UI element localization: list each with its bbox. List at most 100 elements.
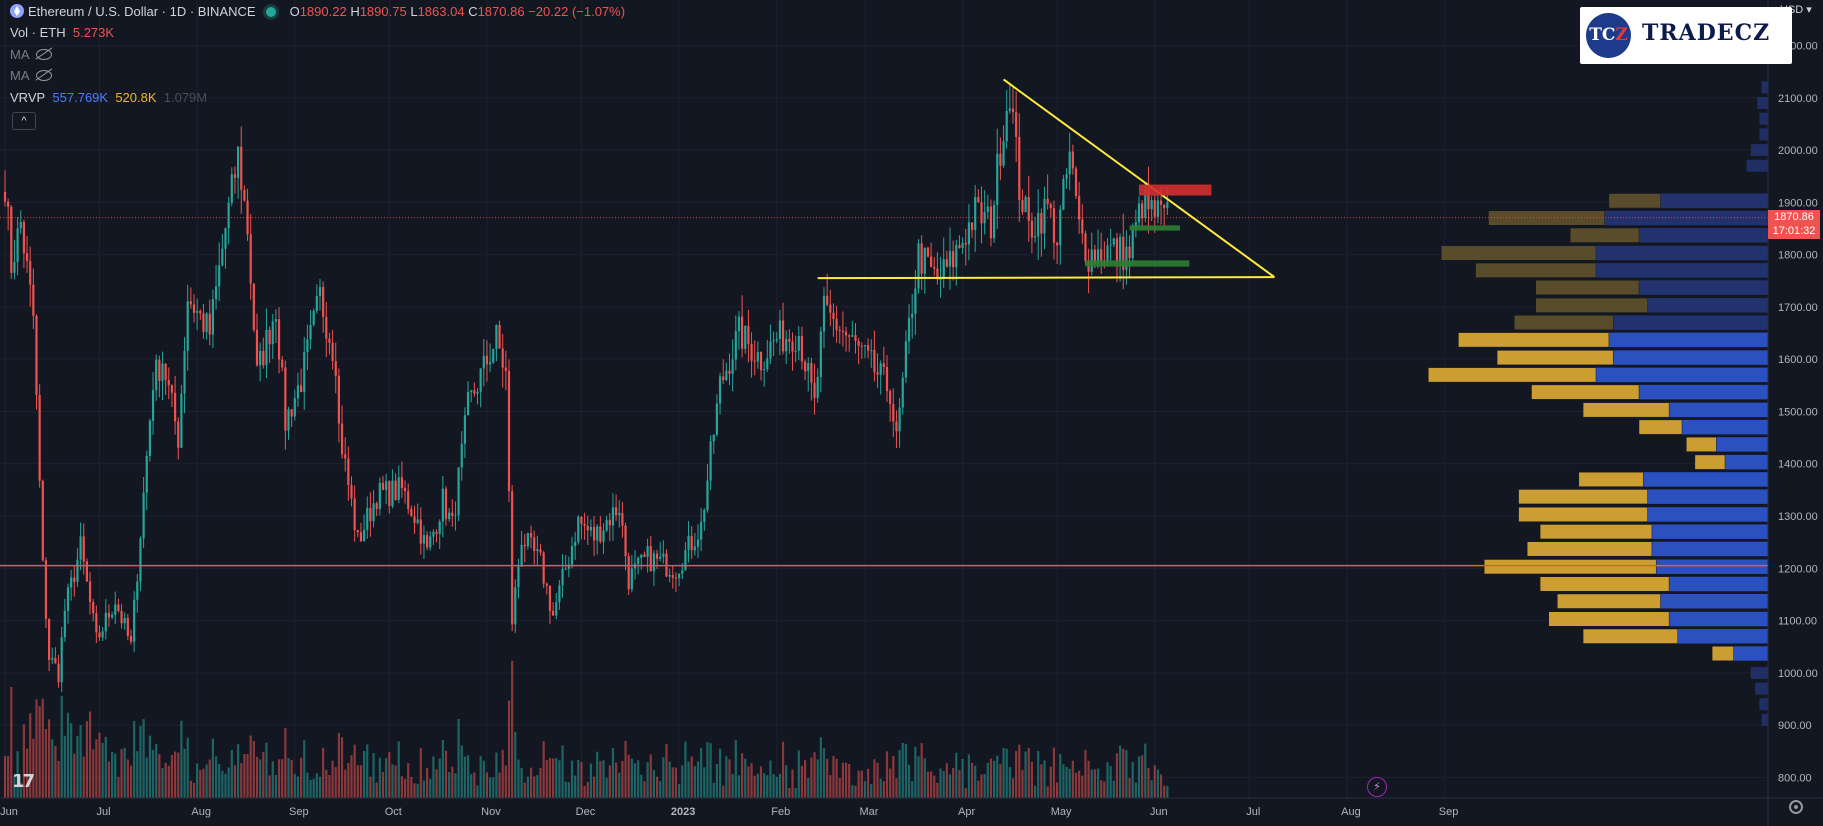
volume-bar — [359, 765, 363, 798]
volume-bar — [268, 775, 271, 798]
candle-body — [870, 349, 873, 351]
chart-grid — [0, 0, 1768, 798]
candle-body — [429, 536, 432, 548]
volume-profile-down — [1613, 315, 1768, 330]
volume-bar — [334, 767, 337, 798]
volume-bar — [907, 764, 911, 798]
volume-profile-down — [1651, 524, 1768, 539]
symbol-legend[interactable]: Ethereum / U.S. Dollar · 1D · BINANCE O18… — [10, 4, 625, 20]
candle-body — [29, 260, 32, 285]
y-tick-label: 1300.00 — [1778, 511, 1818, 523]
candle-body — [523, 544, 526, 547]
candle-body — [366, 507, 369, 530]
volume-bar — [948, 774, 952, 798]
candle-body — [344, 454, 347, 459]
volume-bar — [76, 735, 79, 798]
volume-bar — [1090, 769, 1093, 798]
lightning-icon[interactable]: ⚡ — [1367, 777, 1387, 797]
candle-body — [347, 458, 350, 485]
volume-bar — [564, 781, 567, 798]
volume-bar — [583, 786, 586, 798]
volume-bar — [722, 785, 725, 798]
tradingview-logo[interactable]: 17 — [12, 771, 35, 792]
volume-bar — [945, 763, 948, 798]
candle-body — [794, 350, 797, 352]
symbol-title[interactable]: Ethereum / U.S. Dollar · 1D · BINANCE — [28, 4, 256, 19]
support-zone-upper — [1129, 225, 1180, 231]
candle-body — [54, 657, 57, 664]
candle-body — [268, 329, 271, 345]
candle-body — [306, 339, 309, 353]
volume-bar — [202, 768, 205, 798]
candle-body — [917, 243, 920, 289]
volume-bar — [1081, 775, 1084, 798]
candle-body — [1093, 249, 1096, 264]
candle-body — [1037, 213, 1040, 237]
volume-bar — [473, 772, 476, 798]
candle-body — [596, 526, 599, 541]
candle-body — [832, 312, 835, 320]
candle-body — [838, 329, 841, 332]
candle-body — [621, 512, 624, 526]
volume-bar — [16, 751, 19, 798]
ma-legend-2[interactable]: MA — [10, 68, 52, 84]
volume-bar — [646, 762, 649, 798]
volume-bar — [227, 767, 230, 798]
x-tick-label: Nov — [481, 806, 501, 818]
ma-legend-1[interactable]: MA — [10, 47, 52, 63]
volume-bar — [589, 763, 592, 798]
volume-bar — [318, 776, 322, 798]
volume-bar — [605, 777, 608, 798]
volume-profile-tail — [1757, 97, 1768, 110]
volume-profile-down — [1647, 489, 1768, 504]
candle-body — [756, 351, 759, 362]
volume-bar — [696, 761, 700, 798]
volume-profile-tail — [1761, 81, 1768, 94]
candle-body — [986, 206, 989, 212]
volume-bar — [1052, 747, 1056, 798]
ma-label-1: MA — [10, 47, 30, 62]
volume-bar — [429, 778, 432, 798]
settings-gear-icon[interactable] — [1789, 800, 1803, 814]
volume-bar — [347, 762, 350, 798]
candle-body — [300, 385, 303, 392]
candle-body — [857, 340, 860, 346]
vrvp-legend[interactable]: VRVP 557.769K 520.8K 1.079M — [10, 90, 207, 106]
volume-profile-up — [1514, 315, 1614, 331]
volume-bar — [92, 749, 95, 798]
candle-body — [350, 484, 353, 499]
volume-legend[interactable]: Vol · ETH 5.273K — [10, 25, 114, 41]
hidden-eye-icon[interactable] — [35, 70, 52, 81]
volume-bar — [41, 698, 44, 798]
volume-bar — [520, 767, 523, 798]
candle-body — [413, 516, 416, 523]
volume-bar — [904, 743, 907, 798]
volume-bar — [183, 748, 186, 798]
candle-body — [41, 480, 44, 561]
volume-bar — [1159, 774, 1163, 798]
volume-profile-down — [1669, 611, 1768, 627]
candle-body — [482, 355, 485, 369]
volume-bar — [32, 738, 35, 798]
volume-bar — [778, 773, 781, 798]
candle-body — [993, 204, 996, 239]
volume-bar — [107, 761, 111, 798]
candle-body — [186, 301, 189, 351]
volume-bar — [763, 773, 766, 798]
volume-bar — [3, 756, 7, 798]
volume-bar — [104, 736, 107, 798]
resistance-trendline — [1002, 78, 1276, 278]
candle-body — [961, 242, 964, 248]
volume-bar — [189, 780, 192, 798]
volume-bar — [35, 699, 38, 798]
candle-body — [419, 519, 422, 544]
candle-body — [999, 153, 1002, 166]
candle-body — [602, 530, 605, 542]
candle-body — [309, 324, 312, 340]
hidden-eye-icon[interactable] — [35, 49, 52, 60]
candle-body — [813, 382, 816, 398]
volume-bar — [1049, 766, 1052, 798]
volume-bar — [1128, 778, 1131, 798]
collapse-legend-button[interactable]: ^ — [12, 112, 36, 130]
